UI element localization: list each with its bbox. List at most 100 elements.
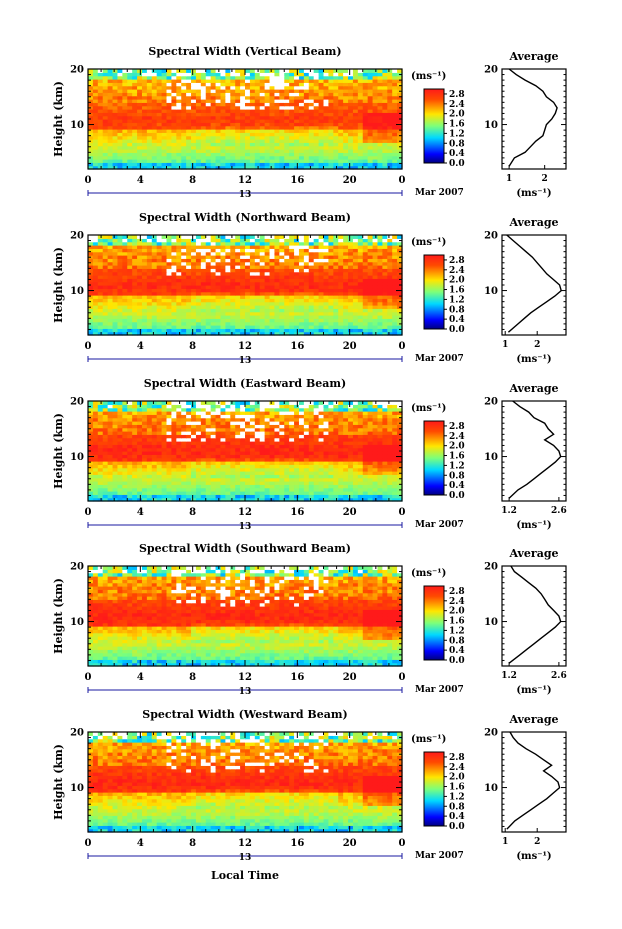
heatmap-cell — [141, 129, 148, 133]
heatmap-cell — [249, 245, 256, 249]
heatmap-cell — [107, 471, 114, 475]
heatmap-cell — [97, 308, 104, 313]
heatmap-cell — [215, 325, 222, 329]
heatmap-cell — [166, 248, 173, 253]
heatmap-cell — [328, 268, 334, 273]
heatmap-cell — [107, 261, 114, 266]
heatmap-cell — [195, 481, 202, 485]
heatmap-cell — [387, 308, 393, 313]
heatmap-cell — [274, 255, 280, 259]
heatmap-cell — [151, 119, 158, 123]
heatmap-cell — [200, 95, 207, 100]
heatmap-cell — [362, 92, 369, 97]
heatmap-cell — [210, 238, 217, 243]
heatmap-cell — [357, 308, 364, 313]
heatmap-cell — [249, 85, 256, 90]
heatmap-cell — [92, 241, 99, 246]
heatmap-cell — [235, 69, 241, 73]
heatmap-cell — [102, 258, 109, 263]
heatmap-cell — [186, 295, 192, 299]
heatmap-cell — [357, 328, 364, 333]
colorbar-tick-label: 2.0 — [449, 110, 465, 120]
heatmap-cell — [191, 152, 197, 157]
heatmap-cell — [245, 69, 251, 73]
heatmap-cell — [387, 102, 393, 107]
heatmap-cell — [328, 82, 334, 87]
heatmap-cell — [392, 75, 398, 80]
heatmap-cell — [264, 248, 271, 253]
heatmap-cell — [205, 318, 212, 323]
heatmap-cell — [146, 278, 153, 283]
heatmap-cell — [387, 145, 393, 150]
heatmap-cell — [161, 95, 168, 100]
heatmap-cell — [357, 122, 364, 127]
heatmap-cell — [343, 491, 349, 495]
heatmap-cell — [249, 275, 256, 279]
heatmap-cell — [156, 484, 163, 489]
heatmap-cell — [92, 268, 99, 273]
heatmap-cell — [195, 474, 202, 479]
heatmap-cell — [195, 119, 202, 123]
heatmap-cell — [186, 494, 192, 499]
heatmap-cell — [166, 85, 173, 90]
heatmap-cell — [117, 291, 123, 296]
heatmap-cell — [141, 69, 148, 73]
heatmap-cell — [117, 288, 123, 293]
colorbar-tick-label: 0.4 — [449, 149, 465, 159]
heatmap-cell — [210, 251, 217, 256]
heatmap-cell — [127, 102, 133, 107]
heatmap-cell — [186, 89, 192, 93]
heatmap-cell — [161, 265, 168, 269]
heatmap-cell — [186, 251, 192, 256]
colorbar — [423, 254, 445, 330]
heatmap-cell — [372, 318, 379, 323]
heatmap-cell — [259, 461, 266, 465]
heatmap-cell — [372, 79, 379, 83]
x-tick-label: 20 — [343, 341, 357, 352]
heatmap-cell — [254, 268, 261, 273]
heatmap-cell — [323, 95, 330, 100]
heatmap-cell — [200, 142, 207, 147]
heatmap-cell — [112, 79, 119, 83]
heatmap-cell — [298, 301, 305, 306]
heatmap-cell — [215, 308, 222, 313]
heatmap-cell — [362, 258, 369, 263]
heatmap-cell — [323, 112, 330, 117]
heatmap-cell — [357, 142, 364, 147]
heatmap-cell — [323, 135, 330, 140]
heatmap-cell — [97, 464, 104, 469]
heatmap-cell — [171, 305, 177, 309]
heatmap-cell — [357, 481, 364, 485]
heatmap-cell — [323, 241, 330, 246]
heatmap-cell — [240, 85, 246, 90]
heatmap-cell — [195, 125, 202, 130]
spectral-width-panel: Spectral Width (Eastward Beam)1020Height… — [52, 377, 567, 532]
heatmap-cell — [191, 288, 197, 293]
heatmap-cell — [264, 288, 271, 293]
heatmap-cell — [367, 119, 374, 123]
heatmap-cell — [269, 132, 276, 137]
heatmap-cell — [151, 328, 158, 333]
heatmap-cell — [362, 89, 369, 93]
heatmap-cell — [92, 255, 99, 259]
heatmap-cell — [97, 295, 104, 299]
heatmap-cell — [254, 261, 261, 266]
heatmap-cell — [245, 135, 251, 140]
heatmap-cell — [112, 278, 119, 283]
heatmap-cell — [284, 72, 290, 77]
heatmap-cell — [377, 315, 383, 319]
heatmap-cell — [328, 135, 334, 140]
heatmap-cell — [151, 258, 158, 263]
heatmap-cell — [249, 145, 256, 150]
x-tick-label: 12 — [238, 341, 252, 352]
heatmap-cell — [352, 477, 359, 482]
heatmap-cell — [225, 265, 231, 269]
heatmap-cell — [318, 315, 325, 319]
heatmap-cell — [362, 288, 369, 293]
heatmap-cell — [294, 149, 300, 153]
heatmap-cell — [352, 325, 359, 329]
heatmap-cell — [269, 139, 276, 143]
heatmap-cell — [249, 301, 256, 306]
heatmap-cell — [284, 149, 290, 153]
heatmap-cell — [215, 318, 222, 323]
